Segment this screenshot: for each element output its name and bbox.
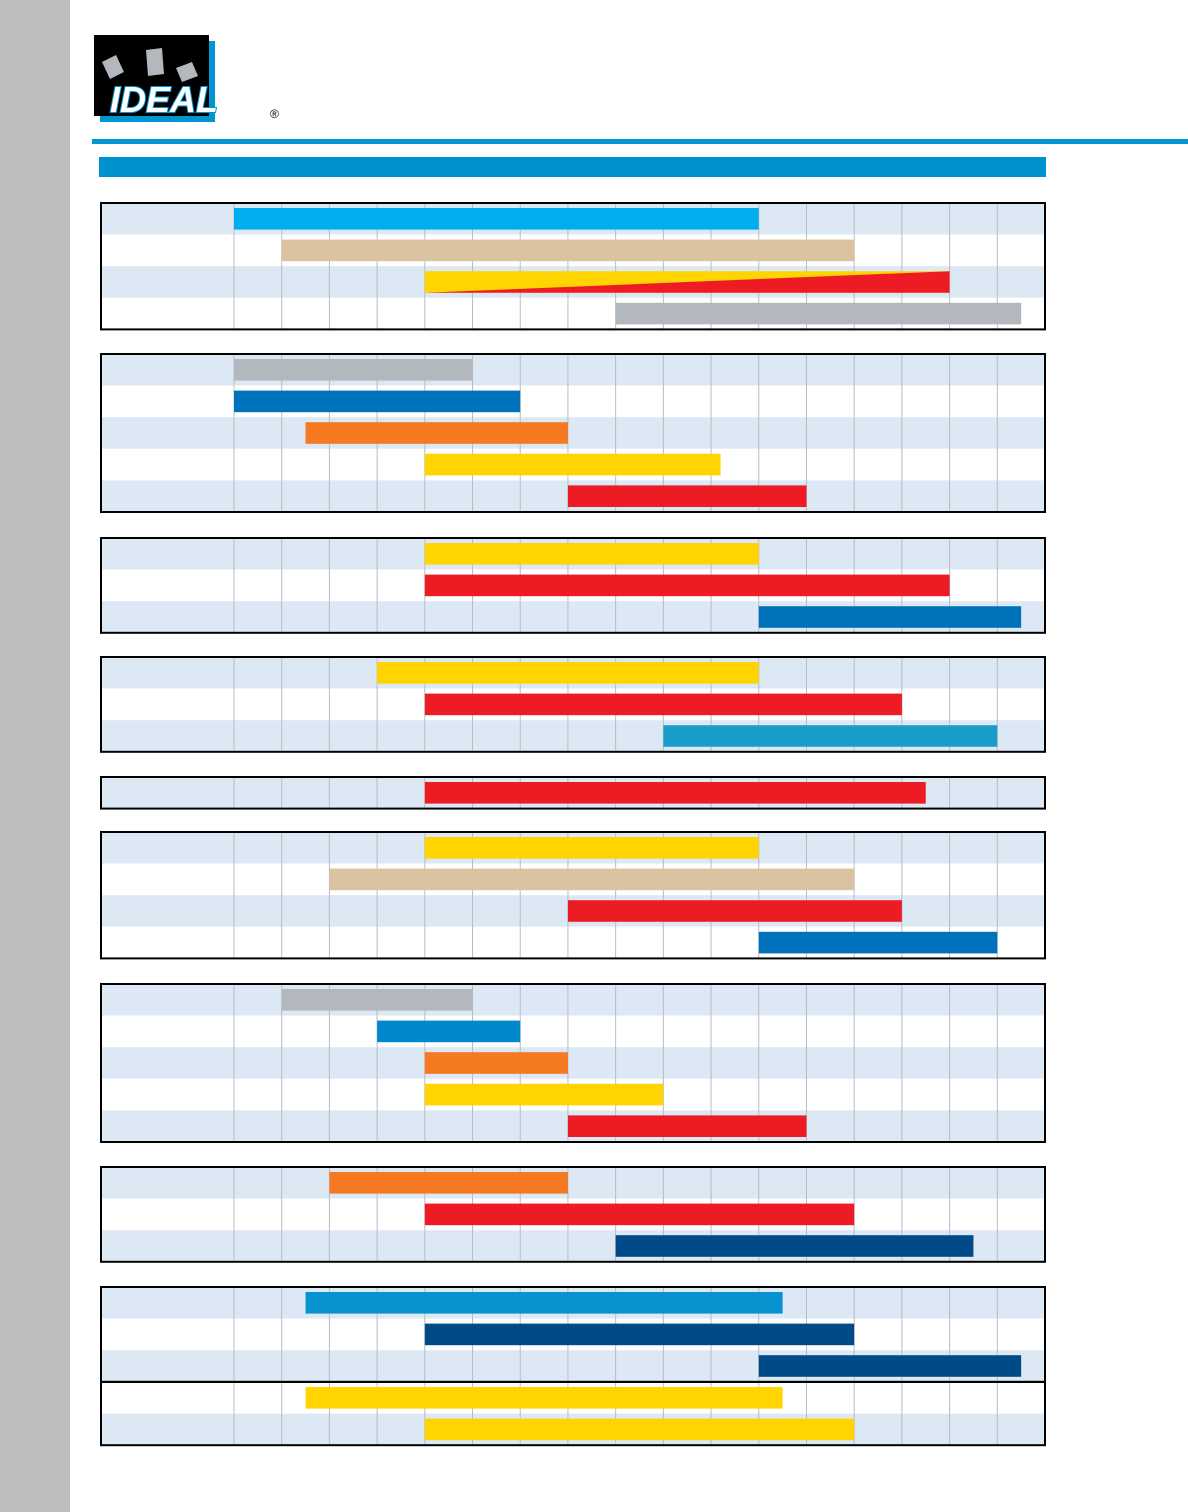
logo-icon (146, 48, 164, 76)
group-frame (100, 1381, 1046, 1447)
range-bar (424, 1203, 855, 1226)
range-bar (329, 1172, 568, 1194)
range-bar (663, 725, 998, 747)
range-bar (424, 1052, 568, 1074)
logo-icon (102, 55, 124, 79)
side-strip (0, 0, 70, 1512)
group-frame (100, 537, 1046, 634)
range-bar (424, 543, 759, 565)
range-bar (758, 1355, 1022, 1377)
group-frame (100, 983, 1046, 1143)
range-bar (329, 868, 855, 891)
range-bar (234, 359, 473, 381)
range-bar (615, 1235, 974, 1257)
group-frame (100, 831, 1046, 960)
range-bar (377, 1020, 521, 1043)
group-frame (100, 353, 1046, 513)
logo: IDEAL ® (94, 35, 279, 122)
range-bar (758, 931, 998, 954)
range-bar (567, 900, 902, 922)
range-bar (424, 1418, 855, 1441)
header-rule (92, 139, 1188, 144)
range-bar (424, 1083, 664, 1106)
range-bar (234, 208, 759, 230)
range-bar (424, 1323, 855, 1346)
range-bar (305, 1387, 783, 1409)
range-bar (424, 837, 759, 859)
range-bar (424, 782, 926, 804)
range-bar (281, 989, 473, 1011)
range-bar (615, 302, 1022, 325)
range-bar (234, 390, 521, 413)
logo-mark: ® (270, 107, 279, 121)
chart (100, 202, 1046, 1447)
header-bar (99, 157, 1046, 177)
group-frame (100, 776, 1046, 810)
range-bar (281, 239, 855, 262)
range-bar (305, 422, 568, 444)
range-bar (424, 693, 902, 716)
row-band (101, 1047, 1045, 1079)
row-band (101, 1167, 1045, 1199)
range-bar (424, 574, 950, 597)
group-frame (100, 1166, 1046, 1263)
group-frame (100, 202, 1046, 331)
range-bar (305, 1292, 783, 1314)
row-band (101, 984, 1045, 1016)
range-bar-overlay (424, 271, 950, 293)
logo-text: IDEAL (110, 79, 218, 120)
range-bar (567, 485, 807, 507)
range-bar (567, 1115, 807, 1137)
range-bar (377, 662, 759, 684)
logo-icon (176, 62, 198, 82)
range-bar (424, 453, 721, 476)
row-band (101, 417, 1045, 449)
group-frame (100, 656, 1046, 753)
range-bar (758, 606, 1022, 628)
row-band (101, 1015, 1045, 1048)
